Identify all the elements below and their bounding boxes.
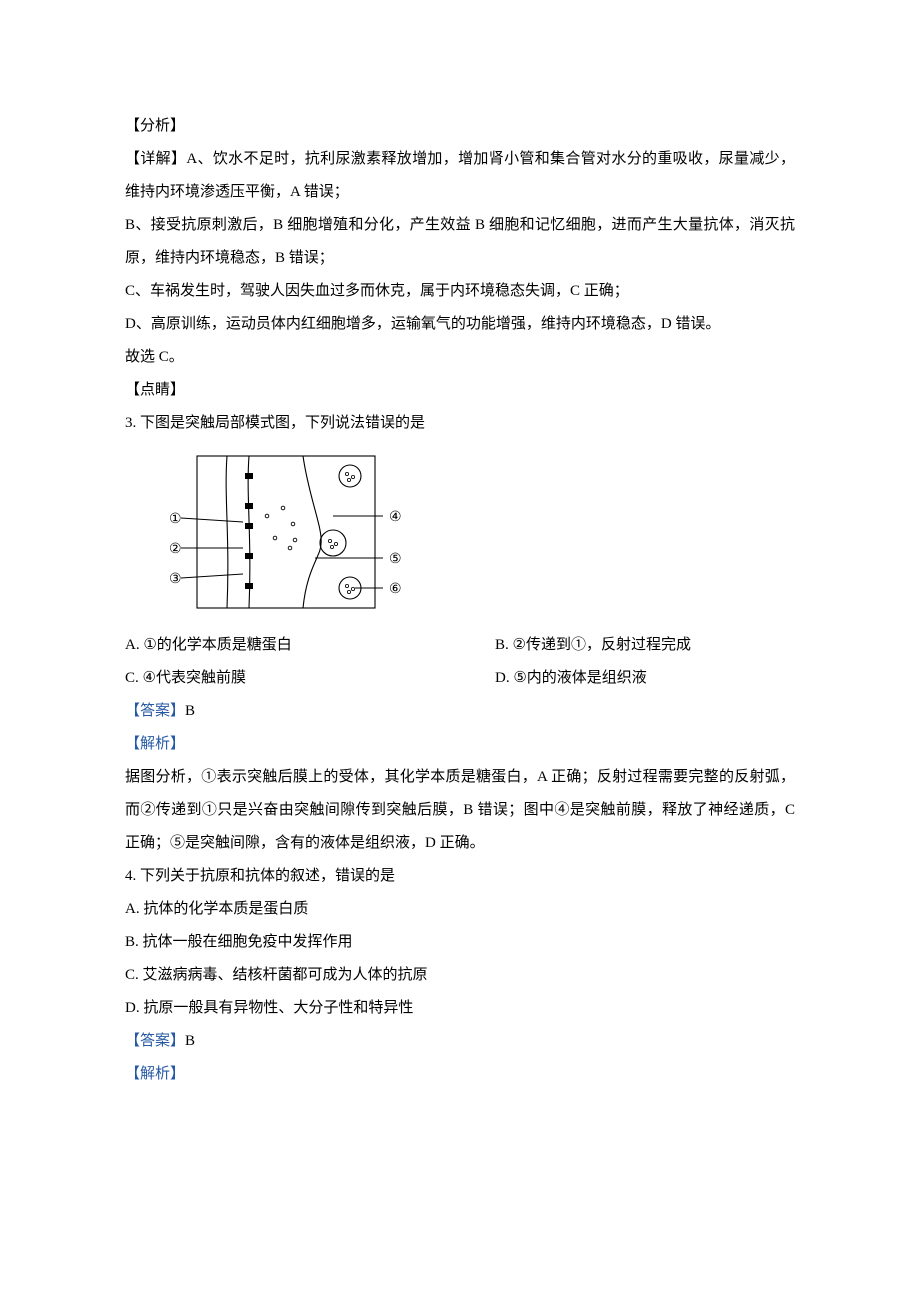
analysis-label: 【分析】: [125, 110, 795, 143]
q3-explain-label: 【解析】: [125, 728, 795, 761]
q4-option-c: C. 艾滋病病毒、结核杆菌都可成为人体的抗原: [125, 959, 795, 992]
detail-line-a: 【详解】A、饮水不足时，抗利尿激素释放增加，增加肾小管和集合管对水分的重吸收，尿…: [125, 143, 795, 209]
q3-option-c: C. ④代表突触前膜: [125, 662, 495, 695]
q3-stem: 3. 下图是突触局部模式图，下列说法错误的是: [125, 407, 795, 440]
svg-text:⑥: ⑥: [389, 582, 402, 597]
synapse-diagram: ① ② ③ ④ ⑤ ⑥: [155, 448, 795, 621]
svg-text:③: ③: [169, 572, 182, 587]
q4-option-a: A. 抗体的化学本质是蛋白质: [125, 893, 795, 926]
detail-line-b: B、接受抗原刺激后，B 细胞增殖和分化，产生效益 B 细胞和记忆细胞，进而产生大…: [125, 209, 795, 275]
q3-option-a: A. ①的化学本质是糖蛋白: [125, 629, 495, 662]
svg-text:②: ②: [169, 542, 182, 557]
q3-answer: B: [185, 703, 195, 719]
q3-answer-line: 【答案】B: [125, 695, 795, 728]
q3-explain: 据图分析，①表示突触后膜上的受体，其化学本质是糖蛋白，A 正确；反射过程需要完整…: [125, 761, 795, 860]
detail-a-text: A、饮水不足时，抗利尿激素释放增加，增加肾小管和集合管对水分的重吸收，尿量减少，…: [125, 151, 795, 200]
q3-option-b: B. ②传递到①，反射过程完成: [495, 629, 795, 662]
q4-stem: 4. 下列关于抗原和抗体的叙述，错误的是: [125, 860, 795, 893]
q3-option-d: D. ⑤内的液体是组织液: [495, 662, 795, 695]
detail-line-d: D、高原训练，运动员体内红细胞增多，运输氧气的功能增强，维持内环境稳态，D 错误…: [125, 308, 795, 341]
detail-line-c: C、车祸发生时，驾驶人因失血过多而休克，属于内环境稳态失调，C 正确；: [125, 275, 795, 308]
q4-explain-label: 【解析】: [125, 1058, 795, 1091]
svg-text:⑤: ⑤: [389, 552, 402, 567]
q3-explain-label-text: 【解析】: [125, 736, 185, 752]
q4-option-b: B. 抗体一般在细胞免疫中发挥作用: [125, 926, 795, 959]
svg-text:①: ①: [169, 512, 182, 527]
q4-explain-label-text: 【解析】: [125, 1066, 185, 1082]
detail-label: 【详解】: [125, 151, 186, 167]
q3-answer-label: 【答案】: [125, 703, 185, 719]
q4-answer-label: 【答案】: [125, 1033, 185, 1049]
q3-options-row2: C. ④代表突触前膜 D. ⑤内的液体是组织液: [125, 662, 795, 695]
conclusion: 故选 C。: [125, 341, 795, 374]
q3-options-row1: A. ①的化学本质是糖蛋白 B. ②传递到①，反射过程完成: [125, 629, 795, 662]
svg-text:④: ④: [389, 510, 402, 525]
dianjing-label: 【点睛】: [125, 374, 795, 407]
q4-answer-line: 【答案】B: [125, 1025, 795, 1058]
q4-answer: B: [185, 1033, 195, 1049]
q4-option-d: D. 抗原一般具有异物性、大分子性和特异性: [125, 992, 795, 1025]
